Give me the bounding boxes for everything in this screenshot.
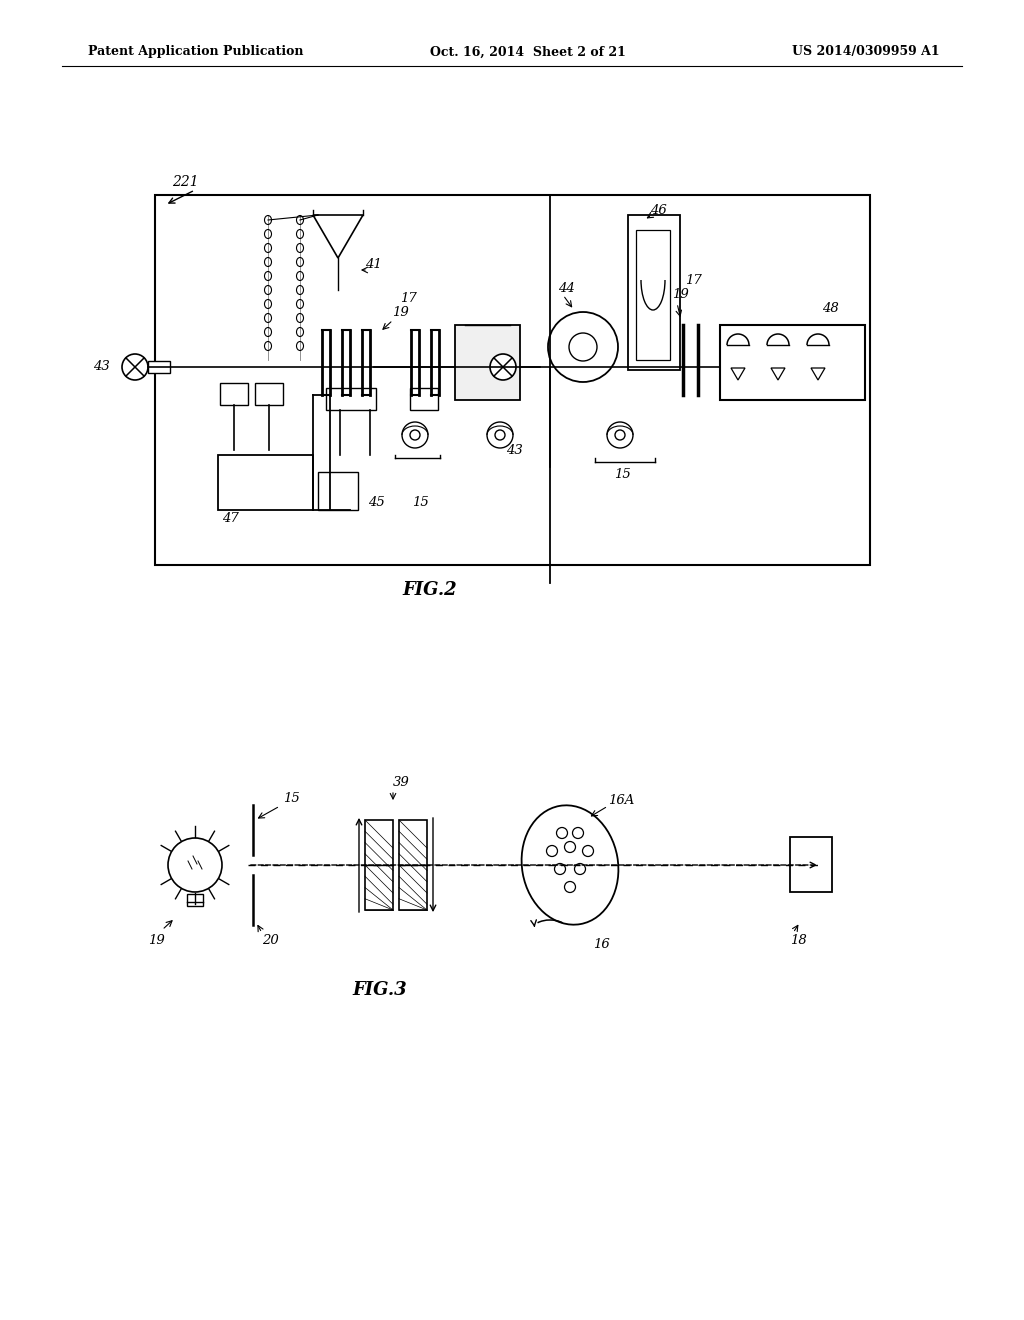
Bar <box>187 894 203 906</box>
Text: 45: 45 <box>368 495 385 508</box>
Ellipse shape <box>521 805 618 925</box>
Text: FIG.2: FIG.2 <box>402 581 458 599</box>
Text: 221: 221 <box>172 176 199 189</box>
Circle shape <box>583 846 594 857</box>
Text: 19: 19 <box>672 289 689 301</box>
Text: US 2014/0309959 A1: US 2014/0309959 A1 <box>793 45 940 58</box>
Text: 15: 15 <box>613 469 631 482</box>
Text: 47: 47 <box>222 511 239 524</box>
Text: 43: 43 <box>93 360 110 374</box>
Text: 41: 41 <box>365 259 382 272</box>
Circle shape <box>574 863 586 874</box>
Circle shape <box>487 422 513 447</box>
Text: FIG.3: FIG.3 <box>352 981 408 999</box>
Text: 43: 43 <box>506 444 522 457</box>
Bar <box>790 837 831 892</box>
Bar <box>365 820 393 909</box>
Text: 15: 15 <box>412 495 429 508</box>
Bar <box>636 230 670 360</box>
Text: 20: 20 <box>262 933 279 946</box>
Bar <box>720 325 865 400</box>
Bar <box>148 360 170 374</box>
Text: Patent Application Publication: Patent Application Publication <box>88 45 303 58</box>
Circle shape <box>547 846 557 857</box>
Bar <box>255 383 283 405</box>
Text: 17: 17 <box>400 292 417 305</box>
Circle shape <box>490 354 516 380</box>
Text: Oct. 16, 2014  Sheet 2 of 21: Oct. 16, 2014 Sheet 2 of 21 <box>430 45 626 58</box>
Text: 39: 39 <box>393 776 410 788</box>
Circle shape <box>555 863 565 874</box>
Circle shape <box>402 422 428 447</box>
Bar <box>628 215 680 370</box>
Circle shape <box>548 312 618 381</box>
Bar <box>399 820 427 909</box>
Bar <box>155 195 870 565</box>
Text: 19: 19 <box>392 305 409 318</box>
Bar <box>455 325 520 400</box>
Circle shape <box>556 828 567 838</box>
Bar <box>410 388 438 411</box>
Text: 16: 16 <box>593 939 609 952</box>
Text: 46: 46 <box>650 203 667 216</box>
Circle shape <box>607 422 633 447</box>
Text: 16A: 16A <box>608 793 635 807</box>
Text: 44: 44 <box>558 281 574 294</box>
Text: 15: 15 <box>283 792 300 804</box>
Circle shape <box>572 828 584 838</box>
Bar <box>218 455 313 510</box>
Text: 18: 18 <box>790 933 807 946</box>
Bar <box>326 388 376 411</box>
Circle shape <box>564 882 575 892</box>
Text: 19: 19 <box>148 933 165 946</box>
Circle shape <box>168 838 222 892</box>
Text: 17: 17 <box>685 273 701 286</box>
Circle shape <box>564 842 575 853</box>
Bar <box>220 383 248 405</box>
Text: 48: 48 <box>822 301 839 314</box>
Circle shape <box>122 354 148 380</box>
Bar <box>318 473 358 510</box>
